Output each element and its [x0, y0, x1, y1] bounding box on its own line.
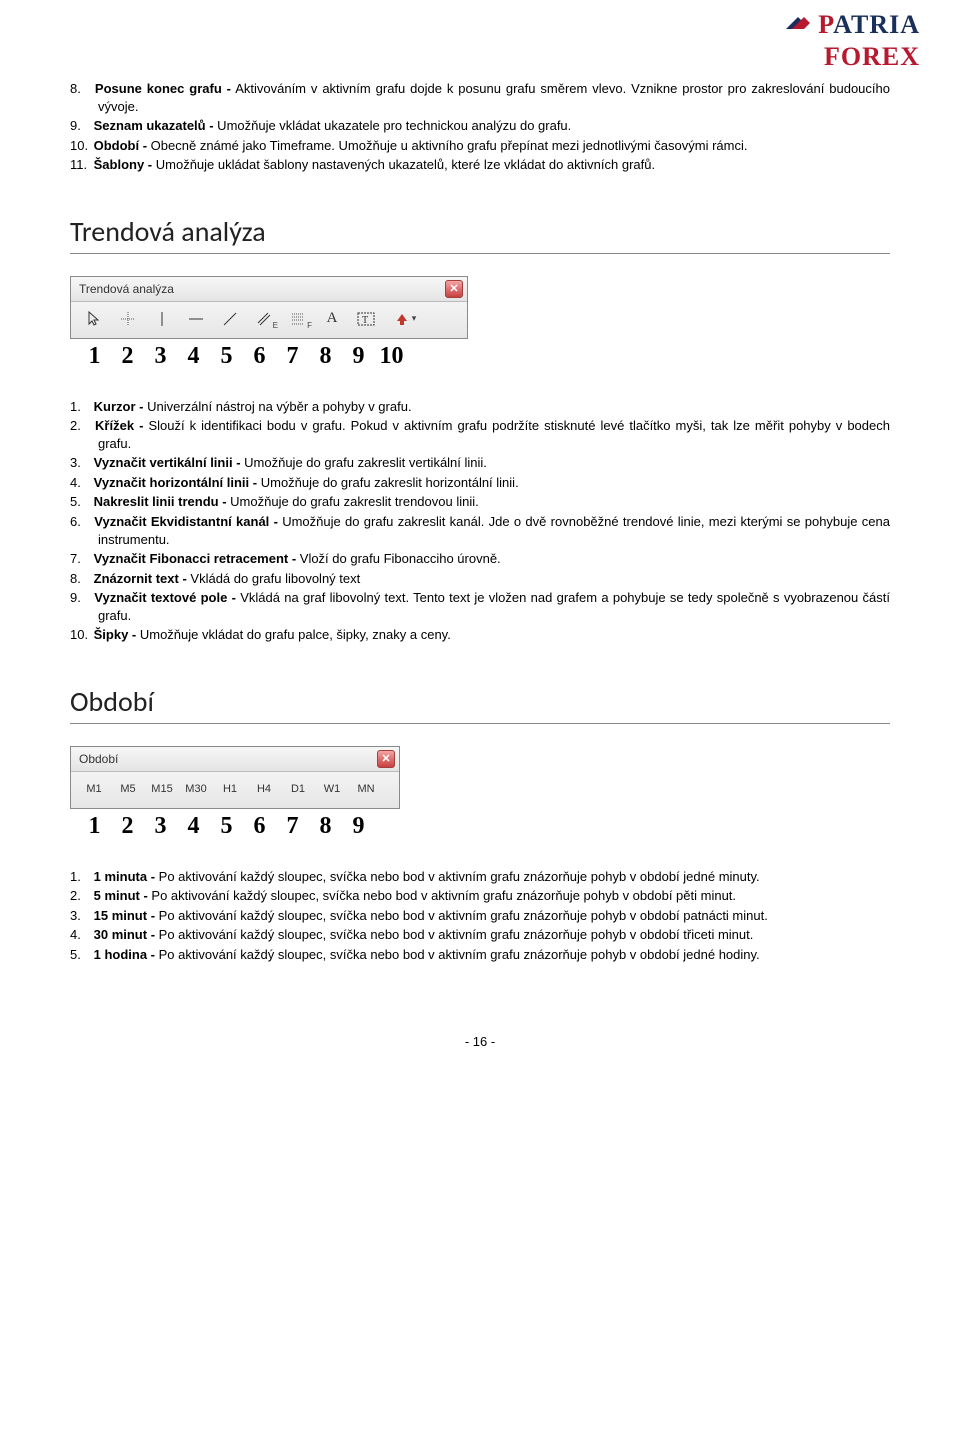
- trend-line-tool-icon[interactable]: [213, 306, 247, 332]
- close-icon[interactable]: ✕: [377, 750, 395, 768]
- list-item: 2. Křížek - Slouží k identifikaci bodu v…: [70, 417, 890, 452]
- list-item: 4. Vyznačit horizontální linii - Umožňuj…: [70, 474, 890, 492]
- svg-text:T: T: [362, 315, 368, 326]
- crosshair-tool-icon[interactable]: [111, 306, 145, 332]
- section-heading-trend: Trendová analýza: [70, 214, 890, 249]
- text-tool-icon[interactable]: A: [315, 306, 349, 332]
- list-item: 1. Kurzor - Univerzální nástroj na výběr…: [70, 398, 890, 416]
- list-item: 10. Období - Obecně známé jako Timeframe…: [70, 137, 890, 155]
- list-item: 1. 1 minuta - Po aktivování každý sloupe…: [70, 868, 890, 886]
- heading-rule: [70, 253, 890, 254]
- list-item: 4. 30 minut - Po aktivování každý sloupe…: [70, 926, 890, 944]
- heading-rule: [70, 723, 890, 724]
- period-button-m30[interactable]: M30: [179, 776, 213, 802]
- toolbar-title-text: Období: [79, 752, 118, 766]
- list-continuation: 8. Posune konec grafu - Aktivováním v ak…: [70, 80, 890, 174]
- list-item: 6. Vyznačit Ekvidistantní kanál - Umožňu…: [70, 513, 890, 548]
- period-button-m5[interactable]: M5: [111, 776, 145, 802]
- toolbar-number-legend: 123456789: [70, 811, 890, 840]
- period-button-m1[interactable]: M1: [77, 776, 111, 802]
- close-icon[interactable]: ✕: [445, 280, 463, 298]
- period-button-h1[interactable]: H1: [213, 776, 247, 802]
- page-number: - 16 -: [70, 1034, 890, 1049]
- section-heading-period: Období: [70, 684, 890, 719]
- list-item: 9. Vyznačit textové pole - Vkládá na gra…: [70, 589, 890, 624]
- vertical-line-tool-icon[interactable]: [145, 306, 179, 332]
- cursor-tool-icon[interactable]: [77, 306, 111, 332]
- period-toolbar: Období ✕ M1M5M15M30H1H4D1W1MN: [70, 746, 400, 809]
- list-item: 3. 15 minut - Po aktivování každý sloupe…: [70, 907, 890, 925]
- fibonacci-tool-icon[interactable]: F: [281, 306, 315, 332]
- period-button-m15[interactable]: M15: [145, 776, 179, 802]
- period-button-d1[interactable]: D1: [281, 776, 315, 802]
- list-item: 5. Nakreslit linii trendu - Umožňuje do …: [70, 493, 890, 511]
- period-button-mn[interactable]: MN: [349, 776, 383, 802]
- list-item: 7. Vyznačit Fibonacci retracement - Vlož…: [70, 550, 890, 568]
- list-item: 2. 5 minut - Po aktivování každý sloupec…: [70, 887, 890, 905]
- list-item: 8. Posune konec grafu - Aktivováním v ak…: [70, 80, 890, 115]
- trend-analysis-list: 1. Kurzor - Univerzální nástroj na výběr…: [70, 398, 890, 644]
- list-item: 8. Znázornit text - Vkládá do grafu libo…: [70, 570, 890, 588]
- period-list: 1. 1 minuta - Po aktivování každý sloupe…: [70, 868, 890, 964]
- trend-toolbar: Trendová analýza ✕ E F A T ▾: [70, 276, 468, 339]
- list-item: 10. Šipky - Umožňuje vkládat do grafu pa…: [70, 626, 890, 644]
- logo-mark-icon: [784, 12, 812, 42]
- list-item: 9. Seznam ukazatelů - Umožňuje vkládat u…: [70, 117, 890, 135]
- list-item: 3. Vyznačit vertikální linii - Umožňuje …: [70, 454, 890, 472]
- horizontal-line-tool-icon[interactable]: [179, 306, 213, 332]
- toolbar-title-text: Trendová analýza: [79, 282, 174, 296]
- arrows-tool-icon[interactable]: ▾: [383, 306, 427, 332]
- period-button-w1[interactable]: W1: [315, 776, 349, 802]
- toolbar-number-legend: 12345678910: [70, 341, 890, 370]
- brand-logo: PATRIA FOREX: [784, 10, 920, 72]
- text-label-tool-icon[interactable]: T: [349, 306, 383, 332]
- channel-tool-icon[interactable]: E: [247, 306, 281, 332]
- period-button-h4[interactable]: H4: [247, 776, 281, 802]
- list-item: 11. Šablony - Umožňuje ukládat šablony n…: [70, 156, 890, 174]
- list-item: 5. 1 hodina - Po aktivování každý sloupe…: [70, 946, 890, 964]
